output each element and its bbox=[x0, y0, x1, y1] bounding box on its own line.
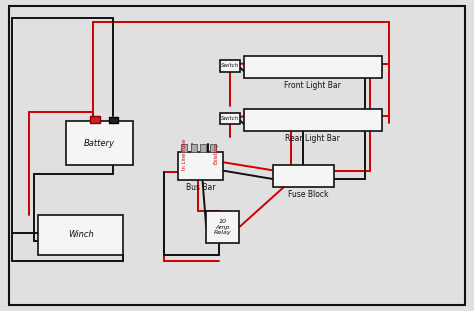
Text: Existing: Existing bbox=[213, 143, 219, 165]
Bar bbox=[210, 144, 216, 152]
Text: Front Light Bar: Front Light Bar bbox=[284, 81, 341, 90]
Bar bbox=[181, 144, 187, 152]
Bar bbox=[244, 56, 382, 78]
Bar bbox=[90, 116, 100, 123]
Bar bbox=[273, 165, 334, 187]
Text: Fuse Block: Fuse Block bbox=[288, 190, 328, 199]
Text: Bus Bar: Bus Bar bbox=[185, 183, 215, 193]
Bar bbox=[178, 152, 223, 180]
Text: Rear Light Bar: Rear Light Bar bbox=[285, 134, 340, 143]
Bar bbox=[109, 117, 118, 123]
Bar bbox=[244, 109, 382, 131]
Bar bbox=[38, 215, 123, 255]
Text: Battery: Battery bbox=[84, 139, 115, 147]
Text: Switch: Switch bbox=[221, 116, 239, 121]
Bar bbox=[220, 60, 240, 72]
Bar bbox=[200, 144, 206, 152]
Bar bbox=[220, 113, 240, 124]
Text: Winch: Winch bbox=[68, 230, 93, 239]
Text: 10
Amp
Relay: 10 Amp Relay bbox=[214, 219, 232, 235]
Text: In Line Fuse: In Line Fuse bbox=[182, 138, 187, 169]
Bar bbox=[206, 211, 239, 243]
Bar bbox=[191, 144, 197, 152]
Text: Switch: Switch bbox=[221, 63, 239, 68]
Bar bbox=[66, 121, 133, 165]
